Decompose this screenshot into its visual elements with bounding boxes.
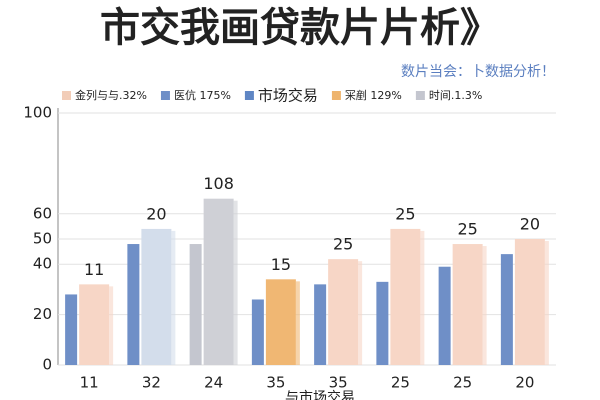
- y-tick-label: 40: [33, 255, 52, 273]
- x-tick-label: 32: [142, 374, 161, 392]
- bar: [79, 284, 110, 365]
- bar-side: [295, 281, 300, 365]
- bar: [376, 281, 389, 365]
- legend-swatch: [244, 91, 254, 100]
- data-label: 20: [146, 204, 166, 223]
- legend-label: 医伉 175%: [174, 88, 231, 102]
- bar-side: [544, 241, 549, 365]
- bar-side: [482, 246, 487, 365]
- x-axis-label: 与市场交易: [285, 389, 355, 400]
- y-tick-label: 20: [33, 305, 52, 323]
- x-tick-label: 11: [80, 374, 99, 392]
- legend-label: 冞剷 129%: [345, 88, 402, 102]
- x-tick-label: 24: [204, 374, 223, 392]
- data-label: 15: [271, 255, 291, 274]
- legend-label: 市场交易: [258, 87, 318, 105]
- data-label: 20: [520, 215, 540, 234]
- x-tick-label: 35: [266, 374, 285, 392]
- bar: [141, 228, 172, 365]
- bar-side: [233, 200, 238, 365]
- bar-side: [109, 286, 114, 365]
- legend-swatch: [331, 91, 341, 100]
- chart-subtitle: 数片当会：卜数据分析！: [401, 64, 555, 80]
- y-tick-label: 50: [33, 230, 52, 248]
- bar: [514, 239, 545, 365]
- x-tick-label: 25: [391, 374, 410, 392]
- bar: [189, 244, 202, 365]
- y-tick-label: 60: [33, 204, 52, 222]
- bar: [390, 228, 421, 365]
- bar-side: [358, 261, 363, 365]
- legend-swatch: [415, 91, 425, 100]
- bar: [265, 279, 296, 365]
- bar-side: [171, 230, 176, 365]
- legend-label: 时间.1.3%: [429, 89, 482, 102]
- data-label: 25: [333, 235, 353, 254]
- x-tick-label: 20: [515, 374, 534, 392]
- bar: [500, 254, 513, 365]
- data-label: 11: [84, 260, 104, 279]
- bar: [203, 198, 234, 365]
- data-label: 25: [457, 220, 477, 239]
- x-tick-label: 35: [329, 374, 348, 392]
- bar: [127, 244, 140, 365]
- x-tick-label: 25: [453, 374, 472, 392]
- bar: [314, 284, 327, 365]
- bar: [65, 294, 78, 365]
- y-tick-label: 100: [23, 104, 52, 122]
- bar: [328, 259, 359, 365]
- legend-swatch: [160, 91, 170, 100]
- bar-side: [420, 230, 425, 365]
- bar: [452, 244, 483, 365]
- bar: [438, 266, 451, 365]
- legend-swatch: [62, 91, 71, 100]
- bar: [251, 299, 264, 365]
- data-label: 108: [203, 174, 234, 193]
- legend-label: 金列与与.32%: [75, 88, 147, 102]
- y-tick-label: 0: [42, 356, 52, 374]
- data-label: 25: [395, 204, 415, 223]
- chart-title: 市交我画贷款片片析》: [100, 5, 500, 51]
